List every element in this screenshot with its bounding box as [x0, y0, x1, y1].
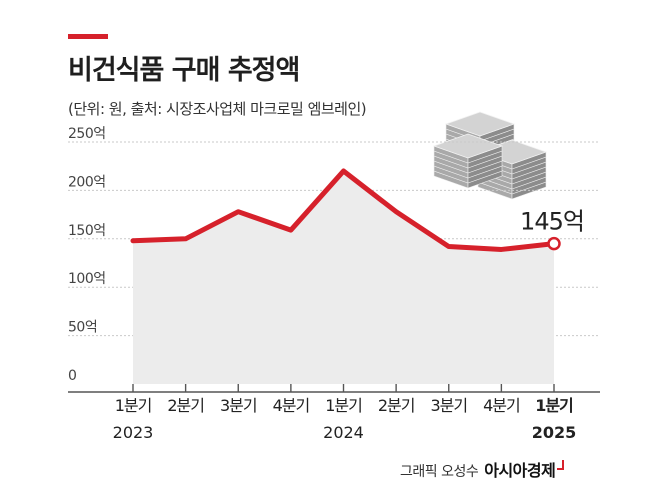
x-year-label: 2024	[323, 423, 364, 442]
money-layer-top	[444, 111, 516, 137]
x-tick-label: 3분기	[220, 396, 257, 415]
x-tick-label: 1분기	[115, 396, 152, 415]
money-stack-icon	[432, 111, 548, 200]
y-tick-label: 250억	[68, 126, 106, 142]
brand-mark-icon	[557, 460, 565, 470]
series-line	[130, 168, 557, 252]
credit-brand: 아시아경제	[484, 461, 556, 480]
y-tick-label: 200억	[68, 174, 106, 190]
x-tick-label: 4분기	[273, 396, 310, 415]
value-annotation: 145억	[520, 208, 584, 236]
y-tick-label: 50억	[68, 320, 97, 336]
x-tick-label: 3분기	[430, 396, 467, 415]
area-fill	[133, 171, 554, 384]
y-tick-label: 150억	[68, 223, 106, 239]
credit: 그래픽 오성수 아시아경제	[400, 457, 565, 481]
highlight-point	[547, 236, 561, 251]
money-layer-top	[432, 133, 504, 159]
credit-byline: 그래픽 오성수	[400, 464, 479, 480]
x-year-label: 2025	[532, 423, 577, 442]
x-tick-label: 1분기	[325, 396, 362, 415]
x-tick-label: 2분기	[167, 396, 204, 415]
x-tick-label: 1분기	[535, 396, 573, 415]
chart-title: 비건식품 구매 추정액	[68, 55, 300, 86]
x-year-label: 2023	[113, 423, 154, 442]
title-accent-bar	[68, 34, 108, 39]
chart-subtitle: (단위: 원, 출처: 시장조사업체 마크로밀 엠브레인)	[68, 100, 367, 118]
x-tick-label: 4분기	[483, 396, 520, 415]
y-tick-label: 0	[68, 368, 76, 384]
x-tick-label: 2분기	[378, 396, 415, 415]
y-tick-label: 100억	[68, 271, 106, 287]
